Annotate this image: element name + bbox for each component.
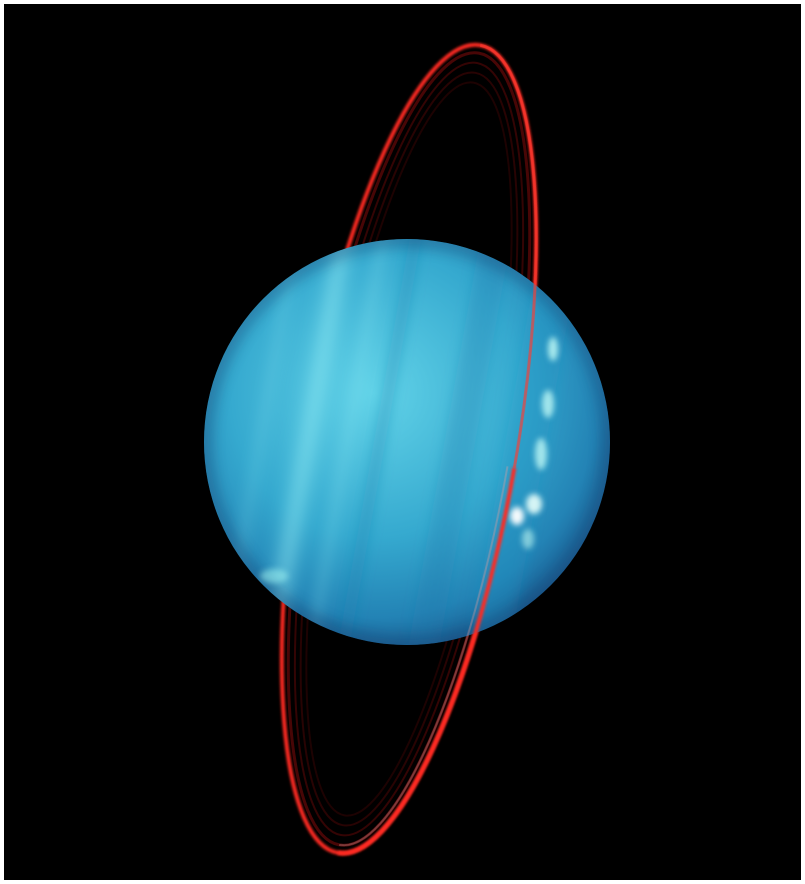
photo-frame	[4, 4, 801, 880]
cloud-features	[260, 337, 558, 583]
uranus-scene	[204, 42, 610, 856]
planet-uranus	[204, 239, 610, 645]
ring-system-front	[337, 43, 538, 856]
